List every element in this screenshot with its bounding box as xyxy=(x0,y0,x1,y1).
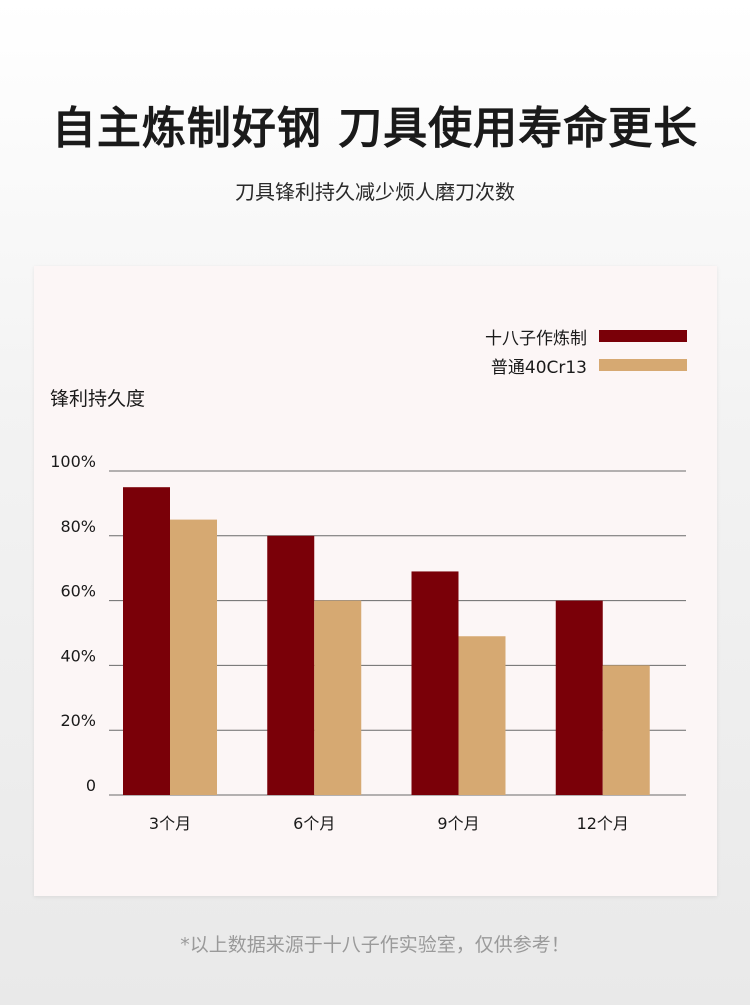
bar-series2 xyxy=(314,600,362,795)
bar-series2 xyxy=(602,665,650,795)
legend-label: 十八子作炼制 xyxy=(485,328,587,349)
legend-swatch xyxy=(599,330,687,342)
bar-series1 xyxy=(267,535,315,795)
bar-chart: 0 20% 40% 60% 80% 100% 3个月 6个月 9个月 12个月 xyxy=(50,452,686,833)
x-tick-label: 6个月 xyxy=(293,814,335,833)
bar-series2 xyxy=(170,519,217,795)
legend-item-series1: 十八子作炼制 xyxy=(485,325,687,349)
y-tick-label: 60% xyxy=(60,582,96,601)
page-title: 自主炼制好钢 刀具使用寿命更长 xyxy=(51,103,699,154)
y-tick-label: 100% xyxy=(50,452,96,471)
y-tick-label: 80% xyxy=(60,517,96,536)
chart-card: 十八子作炼制 普通40Cr13 锋利持久度 0 20% 40% 60% 80% 100% 3… xyxy=(34,266,717,896)
x-tick-label: 9个月 xyxy=(437,814,479,833)
bar-series1 xyxy=(123,487,170,795)
bar-series1 xyxy=(555,600,603,795)
footnote: *以上数据来源于十八子作实验室，仅供参考！ xyxy=(180,934,570,956)
y-tick-label: 40% xyxy=(60,646,96,665)
x-tick-label: 3个月 xyxy=(149,814,191,833)
legend-item-series2: 普通40Cr13 xyxy=(490,354,687,378)
y-axis-label: 锋利持久度 xyxy=(50,388,146,410)
page-subtitle: 刀具锋利持久减少烦人磨刀次数 xyxy=(235,180,515,204)
bar-series1 xyxy=(411,571,459,795)
legend-swatch xyxy=(599,359,687,371)
y-tick-label: 20% xyxy=(60,711,96,730)
legend-label: 普通40Cr13 xyxy=(490,357,587,378)
y-tick-label: 0 xyxy=(86,776,96,795)
bar-series2 xyxy=(458,636,506,795)
x-tick-label: 12个月 xyxy=(577,814,629,833)
